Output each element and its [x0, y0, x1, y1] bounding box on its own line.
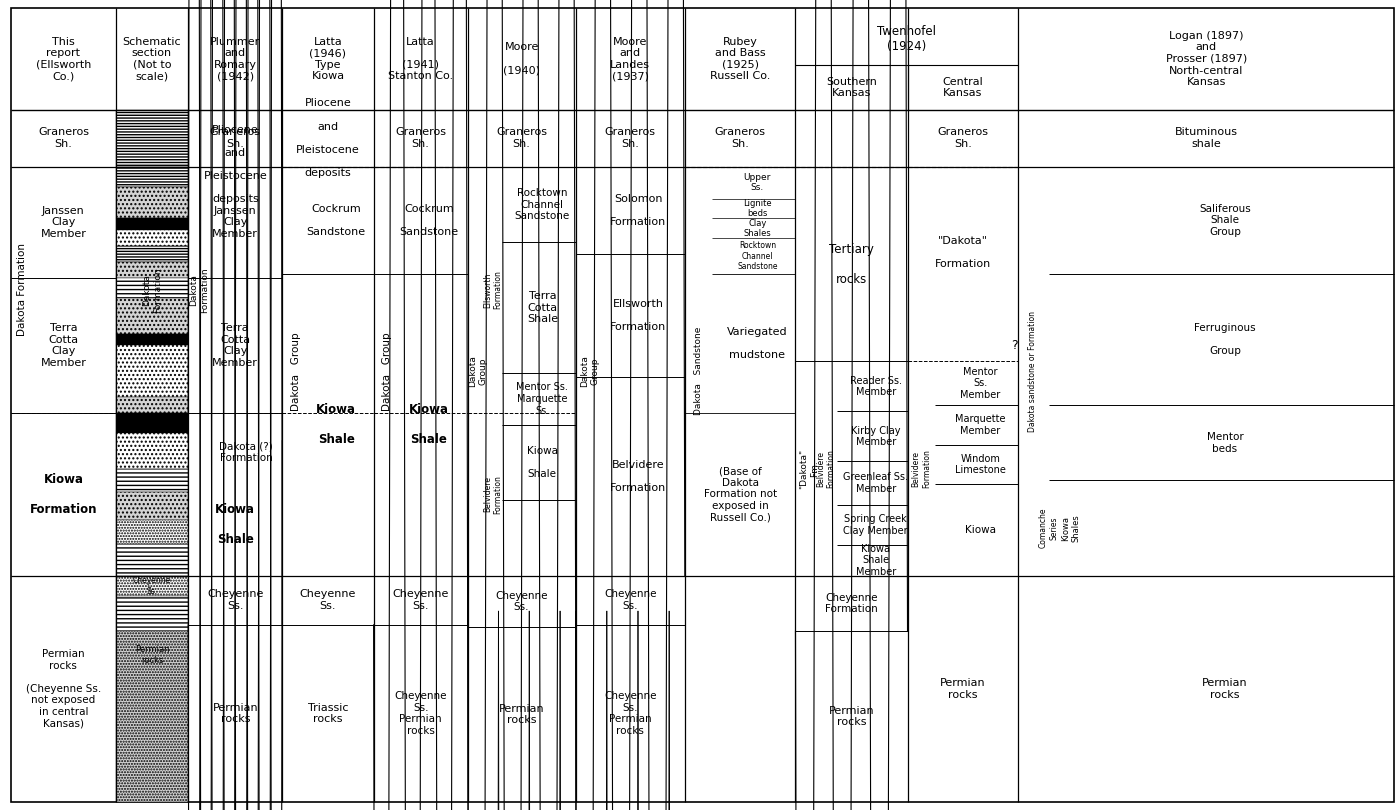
- Text: Graneros
Sh.: Graneros Sh.: [938, 127, 988, 149]
- Text: Cheyenne
Ss.
Permian
rocks: Cheyenne Ss. Permian rocks: [603, 691, 657, 735]
- Bar: [116, 433, 188, 468]
- Text: Dakota sandstone or Formation: Dakota sandstone or Formation: [1028, 311, 1036, 432]
- Text: Moore

(1940): Moore (1940): [503, 42, 540, 75]
- Text: Mentor
Ss.
Member: Mentor Ss. Member: [960, 367, 1000, 400]
- Bar: [116, 262, 188, 278]
- Text: Moore
and
Landes
(1937): Moore and Landes (1937): [610, 36, 650, 81]
- Text: Cheyenne
Formation: Cheyenne Formation: [825, 593, 878, 614]
- Text: Kiowa
Shale
Member: Kiowa Shale Member: [855, 544, 896, 577]
- Text: Dakota Formation: Dakota Formation: [17, 243, 27, 336]
- Text: Permian
rocks

(Cheyenne Ss.
not exposed
in central
Kansas): Permian rocks (Cheyenne Ss. not exposed …: [25, 649, 101, 728]
- Bar: [116, 576, 188, 595]
- Text: Belvidere
Formation: Belvidere Formation: [816, 449, 836, 488]
- Text: Dakota   Sandstone: Dakota Sandstone: [694, 327, 703, 416]
- Text: Cheyenne
Ss.: Cheyenne Ss.: [496, 590, 547, 612]
- Text: Terra
Cotta
Shale: Terra Cotta Shale: [526, 291, 559, 324]
- Bar: [116, 397, 188, 413]
- Text: Cheyenne
Ss.: Cheyenne Ss.: [603, 590, 657, 611]
- Text: Marquette
Member: Marquette Member: [955, 414, 1005, 436]
- Bar: [116, 595, 188, 631]
- Text: Reader Ss.
Member: Reader Ss. Member: [850, 376, 902, 397]
- Text: Permian
rocks: Permian rocks: [939, 678, 986, 700]
- Text: Graneros
Sh.: Graneros Sh.: [210, 127, 260, 149]
- Text: Cockrum

Sandstone: Cockrum Sandstone: [307, 204, 365, 237]
- Text: Latta

(1941)
Stanton Co.: Latta (1941) Stanton Co.: [388, 36, 454, 81]
- Text: Greenleaf Ss.
Member: Greenleaf Ss. Member: [843, 472, 909, 494]
- Text: Windom
Limestone: Windom Limestone: [955, 454, 1005, 475]
- Text: Schematic
section
(Not to
scale): Schematic section (Not to scale): [123, 36, 181, 81]
- Bar: [116, 230, 188, 246]
- Text: Kiowa

Shale: Kiowa Shale: [316, 403, 356, 446]
- Bar: [116, 219, 188, 230]
- Text: Cheyenne
Ss.
Permian
rocks: Cheyenne Ss. Permian rocks: [395, 691, 447, 735]
- Text: Belvidere
Formation: Belvidere Formation: [911, 449, 931, 488]
- Bar: [116, 413, 188, 433]
- Text: Permian
rocks: Permian rocks: [498, 704, 545, 726]
- Bar: [116, 492, 188, 520]
- Text: Upper
Ss.: Upper Ss.: [743, 173, 771, 193]
- Bar: [116, 246, 188, 262]
- Text: Spring Creek
Clay Member: Spring Creek Clay Member: [843, 514, 909, 535]
- Text: Bituminous
shale: Bituminous shale: [1175, 127, 1238, 149]
- Bar: [116, 346, 188, 397]
- Text: Cheyenne
Ss.: Cheyenne Ss.: [392, 590, 449, 611]
- Text: Rocktown
Channel
Sandstone: Rocktown Channel Sandstone: [738, 241, 777, 271]
- Text: Lignite
beds: Lignite beds: [743, 198, 771, 218]
- Text: Ferruginous

Group: Ferruginous Group: [1194, 323, 1256, 356]
- Text: Logan (1897)
and
Prosser (1897)
North-central
Kansas: Logan (1897) and Prosser (1897) North-ce…: [1166, 31, 1247, 87]
- Text: Twenhofel
(1924): Twenhofel (1924): [878, 24, 937, 53]
- Text: Graneros
Sh.: Graneros Sh.: [38, 127, 90, 149]
- Text: Tertiary

rocks: Tertiary rocks: [829, 243, 874, 286]
- Text: Pliocene

and

Pleistocene

deposits: Pliocene and Pleistocene deposits: [295, 99, 360, 178]
- Text: Terra
Cotta
Clay
Member: Terra Cotta Clay Member: [41, 323, 87, 368]
- Text: Dakota (?)
Formation: Dakota (?) Formation: [220, 441, 273, 463]
- Text: Dakota   Group: Dakota Group: [382, 332, 392, 411]
- Text: Kiowa

Shale: Kiowa Shale: [409, 403, 449, 446]
- Text: ?: ?: [1011, 339, 1018, 352]
- Text: Rubey
and Bass
(1925)
Russell Co.: Rubey and Bass (1925) Russell Co.: [710, 36, 770, 81]
- Text: Belvidere
Formation: Belvidere Formation: [483, 475, 503, 514]
- Text: Cheyenne
Ss.: Cheyenne Ss.: [207, 590, 263, 611]
- Text: Cheyenne
Ss.: Cheyenne Ss.: [133, 576, 171, 595]
- Text: "Dakota"

Formation: "Dakota" Formation: [935, 236, 991, 269]
- Text: Cockrum

Sandstone: Cockrum Sandstone: [399, 204, 458, 237]
- Text: Permian
rocks: Permian rocks: [1203, 678, 1247, 700]
- Text: Graneros
Sh.: Graneros Sh.: [496, 127, 547, 149]
- Text: Permian
rocks: Permian rocks: [213, 702, 258, 724]
- Text: Permian
rocks: Permian rocks: [829, 706, 875, 727]
- Bar: [116, 298, 188, 334]
- Text: Solomon

Formation: Solomon Formation: [610, 194, 666, 227]
- Text: Cheyenne
Ss.: Cheyenne Ss.: [300, 590, 356, 611]
- Text: Central
Kansas: Central Kansas: [942, 77, 983, 98]
- Text: Triassic
rocks: Triassic rocks: [308, 702, 349, 724]
- Text: Ellsworth

Formation: Ellsworth Formation: [610, 299, 666, 332]
- Bar: [116, 520, 188, 544]
- Text: Kiowa

Shale: Kiowa Shale: [526, 446, 557, 480]
- Text: Southern
Kansas: Southern Kansas: [826, 77, 876, 98]
- Text: "Dakota"
Fm.: "Dakota" Fm.: [799, 449, 819, 488]
- Text: Kiowa
Shales: Kiowa Shales: [1061, 514, 1081, 542]
- Text: Dakota
Group: Dakota Group: [468, 356, 487, 387]
- Bar: [116, 186, 188, 219]
- Text: Pliocene

and

Pleistocene

deposits: Pliocene and Pleistocene deposits: [203, 125, 267, 204]
- Text: This
report
(Ellsworth
Co.): This report (Ellsworth Co.): [36, 36, 91, 81]
- Text: Dakota
Formation: Dakota Formation: [189, 267, 209, 313]
- Bar: [116, 278, 188, 298]
- Bar: [116, 109, 188, 167]
- Bar: [116, 468, 188, 492]
- Text: Clay
Shales: Clay Shales: [743, 219, 771, 238]
- Text: Comanche
Series: Comanche Series: [1039, 508, 1058, 548]
- Text: Belvidere

Formation: Belvidere Formation: [610, 460, 666, 493]
- Text: Janssen
Clay
Member: Janssen Clay Member: [213, 206, 258, 239]
- Text: (Base of
Dakota
Formation not
exposed in
Russell Co.): (Base of Dakota Formation not exposed in…: [704, 466, 777, 522]
- Text: Dakota
Formation: Dakota Formation: [143, 267, 161, 313]
- Text: Saliferous
Shale
Group: Saliferous Shale Group: [1198, 204, 1250, 237]
- Text: Rocktown
Channel
Sandstone: Rocktown Channel Sandstone: [515, 188, 570, 221]
- Text: Graneros
Sh.: Graneros Sh.: [714, 127, 766, 149]
- Text: Plummer
and
Romary
(1942): Plummer and Romary (1942): [210, 36, 260, 81]
- Bar: [116, 334, 188, 346]
- Text: Graneros
Sh.: Graneros Sh.: [605, 127, 655, 149]
- Text: Mentor
beds: Mentor beds: [1207, 432, 1243, 454]
- Text: Mentor Ss.
Marquette
Ss.: Mentor Ss. Marquette Ss.: [517, 382, 568, 416]
- Bar: [116, 631, 188, 802]
